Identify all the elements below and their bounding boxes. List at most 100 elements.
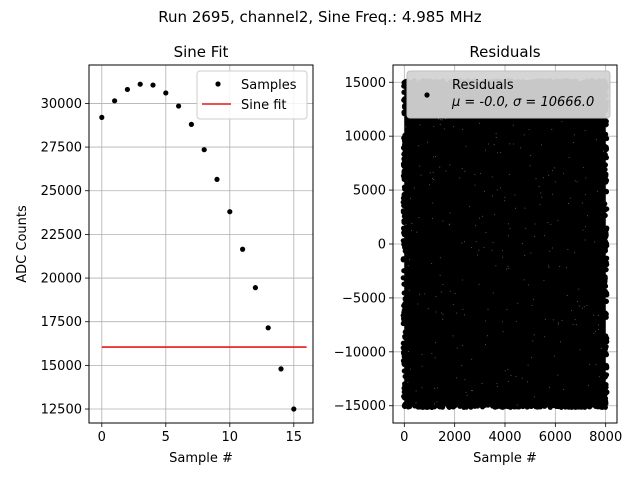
residual-point (402, 351, 408, 357)
residual-point (400, 238, 406, 244)
residual-point-speckle (461, 279, 463, 281)
residual-point-speckle (421, 387, 423, 389)
residual-point (401, 268, 407, 274)
residual-point-speckle (565, 267, 567, 269)
residual-point (401, 142, 408, 148)
residual-point-speckle (523, 279, 525, 281)
residual-point-speckle (477, 254, 479, 256)
residual-point-speckle (417, 303, 419, 305)
residuals-title: Residuals (469, 43, 540, 61)
residual-point-speckle (551, 247, 553, 249)
residual-point-speckle (501, 321, 503, 323)
residual-point-speckle (415, 390, 417, 392)
residual-point (439, 404, 445, 410)
residual-point-speckle (572, 141, 574, 143)
residual-point-speckle (532, 298, 534, 300)
residual-point-speckle (480, 173, 482, 175)
residual-point-speckle (548, 174, 550, 176)
residual-point-speckle (551, 128, 553, 130)
residual-point-speckle (559, 266, 561, 268)
residual-point (402, 373, 408, 380)
residual-point-speckle (461, 242, 463, 244)
residual-point (402, 381, 408, 387)
residual-point-speckle (419, 124, 421, 126)
residual-point-speckle (584, 130, 586, 132)
residual-point-speckle (486, 335, 488, 337)
sine-fit-grid (89, 65, 313, 423)
residual-point (603, 171, 609, 177)
residual-point (602, 389, 608, 395)
residual-point-speckle (441, 119, 443, 121)
residual-point-speckle (495, 265, 497, 267)
sample-point (188, 121, 194, 127)
residual-point-speckle (487, 308, 489, 310)
residual-point (431, 404, 438, 410)
residual-point-speckle (548, 266, 550, 268)
residual-point (603, 145, 609, 152)
residual-point (402, 317, 409, 323)
residual-point (551, 402, 557, 408)
residual-point-speckle (478, 217, 480, 219)
residual-point-speckle (598, 328, 600, 330)
legend-sine-fit-label: Sine fit (241, 98, 287, 113)
residuals-y-tick-label: 10000 (345, 130, 386, 145)
residual-point-speckle (548, 386, 550, 388)
residual-point-speckle (471, 390, 473, 392)
residual-point-speckle (434, 357, 436, 359)
residual-point (401, 290, 407, 296)
residual-point-speckle (557, 323, 559, 325)
residual-point-speckle (439, 124, 441, 126)
residuals-x-tick-label: 2000 (438, 430, 471, 445)
sine-fit-panel: Sine Fit 0 5 10 15 12500 15000 17500 20000 2250… (15, 43, 314, 466)
residual-point (400, 225, 407, 231)
residual-point-speckle (586, 215, 588, 217)
residual-point-speckle (427, 141, 429, 143)
residual-point-speckle (539, 204, 541, 206)
residual-point (603, 362, 609, 368)
residual-point-speckle (439, 166, 441, 168)
residual-point (541, 403, 548, 409)
residual-point-speckle (504, 196, 506, 198)
residual-point (596, 402, 602, 409)
residual-point (402, 402, 408, 409)
residual-point-speckle (479, 122, 481, 124)
residual-point-speckle (478, 283, 480, 285)
residual-point-speckle (588, 384, 590, 386)
residual-point-speckle (420, 174, 422, 176)
sine-fit-x-tick-label: 10 (222, 430, 239, 445)
residual-point (602, 162, 608, 168)
residual-point-speckle (449, 223, 451, 225)
residual-point (603, 298, 610, 304)
residual-point-speckle (439, 257, 441, 259)
residual-point (402, 282, 408, 288)
residual-point (401, 184, 408, 190)
legend-residuals-label: Residuals (452, 78, 514, 93)
residual-point-speckle (574, 252, 576, 254)
residual-point-speckle (516, 404, 518, 406)
residual-point-speckle (504, 200, 506, 202)
figure-suptitle: Run 2695, channel2, Sine Freq.: 4.985 MH… (158, 8, 482, 26)
residual-point (463, 404, 469, 410)
residual-point (602, 288, 608, 294)
residual-point-speckle (431, 353, 433, 355)
residual-point-speckle (595, 364, 597, 366)
residual-point (506, 404, 512, 410)
residual-point (400, 256, 407, 262)
residual-point-speckle (540, 192, 542, 194)
residuals-x-tick-label: 0 (400, 430, 408, 445)
residual-point (518, 403, 524, 409)
legend-residuals-stats: μ = -0.0, σ = 10666.0 (451, 95, 594, 110)
residual-point (588, 401, 595, 407)
residual-point-speckle (442, 220, 444, 222)
residual-point-speckle (506, 268, 508, 270)
residuals-plot-area (400, 78, 610, 410)
residual-point-speckle (566, 295, 568, 297)
residual-point-speckle (543, 279, 545, 281)
residual-point-speckle (521, 243, 523, 245)
residual-point (479, 404, 486, 410)
residual-point (563, 403, 570, 409)
residual-point-speckle (483, 247, 485, 249)
residual-point-speckle (485, 320, 487, 322)
residual-point-speckle (515, 375, 517, 377)
residual-point (401, 191, 407, 198)
